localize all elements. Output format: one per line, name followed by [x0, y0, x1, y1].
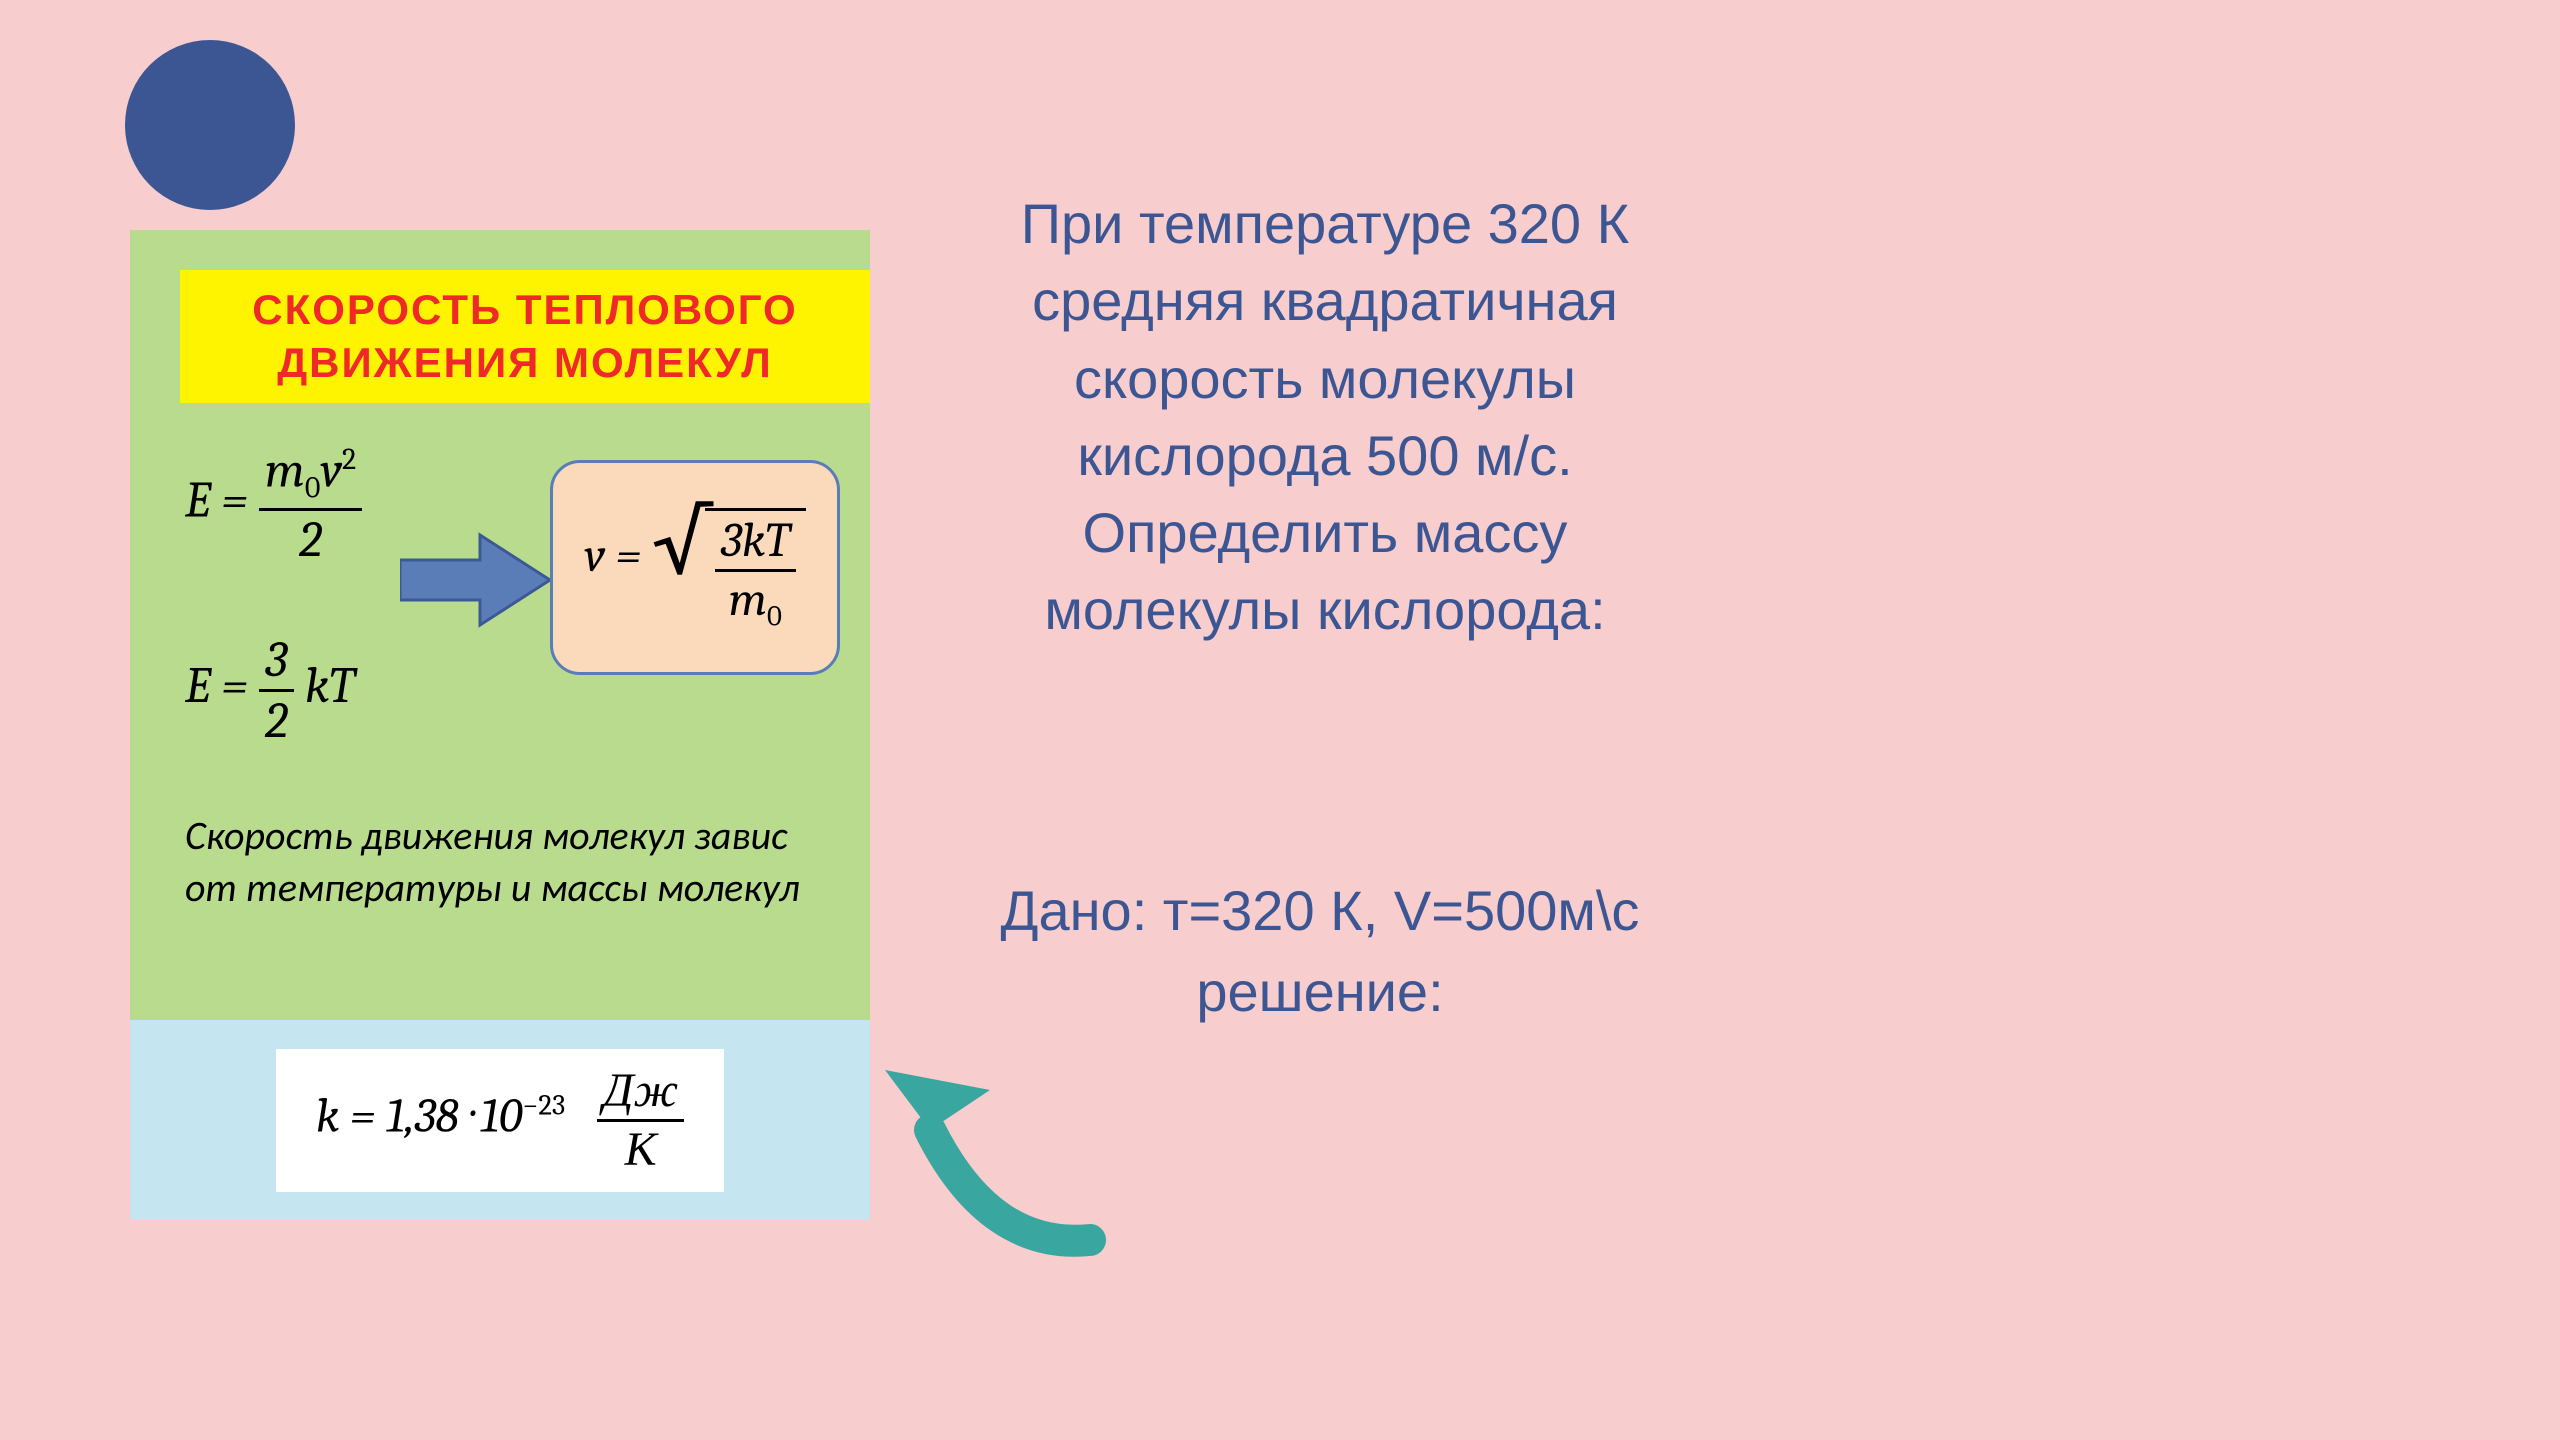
boltzmann-strip: k = 1,38 · 10−23 Дж К: [130, 1020, 870, 1220]
radical-icon: √: [652, 502, 711, 583]
boltzmann-constant: k = 1,38 · 10−23 Дж К: [276, 1049, 724, 1192]
card-title-line1: СКОРОСТЬ ТЕПЛОВОГО: [252, 286, 797, 333]
problem-statement: При температуре 320 К средняя квадратичн…: [960, 185, 1690, 649]
card-caption: Скорость движения молекул завис от темпе…: [185, 810, 870, 914]
card-title: СКОРОСТЬ ТЕПЛОВОГО ДВИЖЕНИЯ МОЛЕКУЛ: [180, 270, 870, 403]
arrow-right-icon: [400, 530, 550, 635]
formula-e1-left: E =: [185, 472, 248, 530]
card-title-line2: ДВИЖЕНИЯ МОЛЕКУЛ: [277, 339, 773, 386]
given-line2: решение:: [1196, 960, 1443, 1023]
formula-e2-left: E =: [185, 657, 248, 715]
decorative-circle: [125, 40, 295, 210]
formula-energy-thermal: E = 3 2 kT: [185, 635, 355, 746]
vformula-left: v =: [584, 528, 641, 583]
formula-card: СКОРОСТЬ ТЕПЛОВОГО ДВИЖЕНИЯ МОЛЕКУЛ E = …: [130, 230, 870, 1220]
given-line1: Дано: т=320 К, V=500м\с: [1001, 879, 1640, 942]
arrow-curved-icon: [870, 1000, 1130, 1265]
velocity-formula-box: v = √ 3kT m0: [550, 460, 840, 675]
formula-energy-kinetic: E = m0v2 2: [185, 445, 362, 565]
